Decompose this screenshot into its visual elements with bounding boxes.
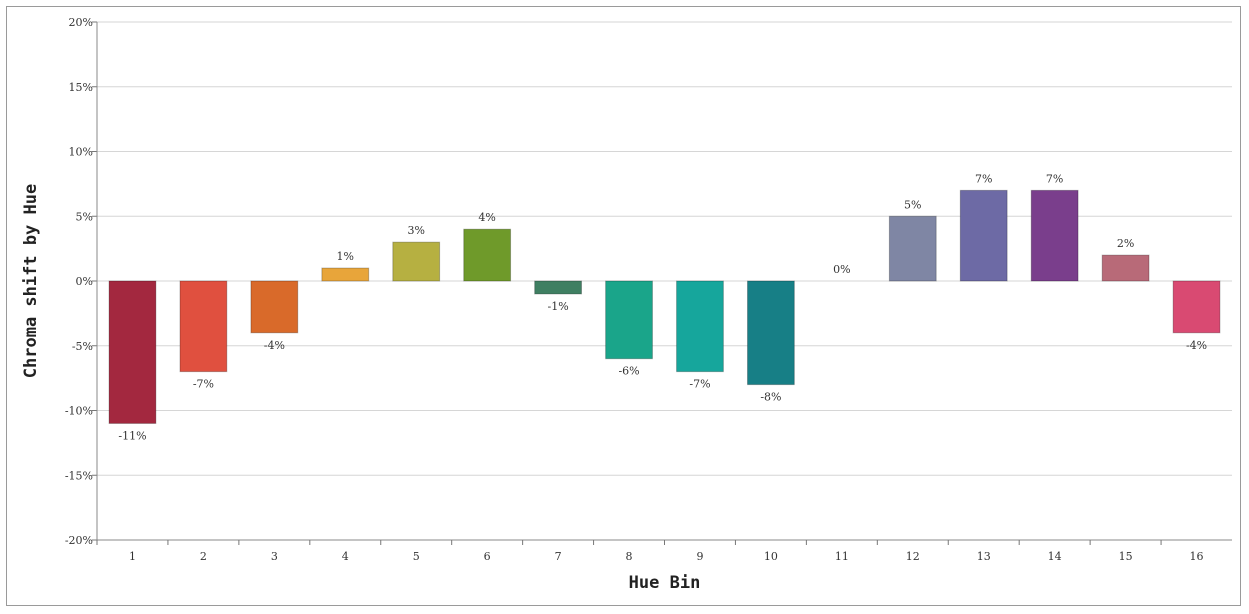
x-axis-title: Hue Bin xyxy=(629,573,701,593)
y-tick-label: 10% xyxy=(69,146,93,159)
x-tick-label: 4 xyxy=(342,550,349,563)
y-tick-label: 0% xyxy=(76,275,93,288)
data-label-13: 7% xyxy=(975,172,992,185)
bar-4 xyxy=(321,267,370,282)
bars xyxy=(108,189,1221,424)
data-label-14: 7% xyxy=(1046,172,1063,185)
bar-14 xyxy=(1030,189,1079,282)
y-tick-label: 15% xyxy=(69,81,93,94)
bar-9 xyxy=(676,280,724,373)
x-tick-label: 15 xyxy=(1119,550,1133,563)
data-label-1: -11% xyxy=(118,429,146,442)
x-tick-label: 2 xyxy=(200,550,207,563)
x-tick-label: 10 xyxy=(764,550,778,563)
x-tick-label: 5 xyxy=(413,550,420,563)
data-label-11: 0% xyxy=(833,263,850,276)
data-label-10: -8% xyxy=(760,391,781,404)
y-tick-label: 20% xyxy=(69,16,93,29)
x-tick-label: 11 xyxy=(835,550,849,563)
bar-16 xyxy=(1172,280,1221,334)
y-tick-label: -20% xyxy=(65,534,93,547)
data-label-4: 1% xyxy=(337,250,354,263)
x-tick-label: 9 xyxy=(696,550,703,563)
y-tick-label: -10% xyxy=(65,405,93,418)
bar-1 xyxy=(108,280,157,424)
bar-3 xyxy=(250,280,299,334)
bar-8 xyxy=(605,280,653,360)
data-label-15: 2% xyxy=(1117,237,1134,250)
y-tick-label: 5% xyxy=(76,210,93,223)
data-label-8: -6% xyxy=(618,365,639,378)
x-tick-label: 1 xyxy=(129,550,136,563)
data-label-7: -1% xyxy=(548,300,569,313)
x-tick-label: 16 xyxy=(1190,550,1204,563)
data-label-6: 4% xyxy=(478,211,495,224)
data-labels: -11% -7% -4% 1% 3% 4% -1% -6% -7% -8% 0% 5% 7% 7% 2% -4… xyxy=(118,172,1207,442)
y-tick-label: -15% xyxy=(65,469,93,482)
x-tick-label: 13 xyxy=(977,550,991,563)
axes: -20%-15%-10%-5%0%5%10%15%20%1 2 3 4 5 6 7 8 9 10 1… xyxy=(65,16,1232,563)
bar-13 xyxy=(959,189,1008,282)
bar-12 xyxy=(888,215,937,282)
x-tick-label: 3 xyxy=(271,550,278,563)
y-axis-title: Chroma shift by Hue xyxy=(21,184,41,378)
bar-10 xyxy=(746,280,795,386)
data-label-3: -4% xyxy=(264,339,285,352)
bar-6 xyxy=(463,228,512,282)
x-tick-label: 7 xyxy=(555,550,562,563)
x-tick-label: 8 xyxy=(626,550,633,563)
data-label-16: -4% xyxy=(1186,339,1207,352)
data-label-2: -7% xyxy=(193,378,214,391)
data-label-9: -7% xyxy=(689,378,710,391)
bar-7 xyxy=(534,280,583,295)
x-tick-label: 6 xyxy=(484,550,491,563)
x-tick-label: 12 xyxy=(906,550,920,563)
bar-5 xyxy=(392,241,441,282)
bar-15 xyxy=(1101,254,1150,282)
data-label-12: 5% xyxy=(904,198,921,211)
bar-2 xyxy=(179,280,228,373)
x-tick-label: 14 xyxy=(1048,550,1062,563)
y-tick-label: -5% xyxy=(72,340,93,353)
data-label-5: 3% xyxy=(407,224,424,237)
